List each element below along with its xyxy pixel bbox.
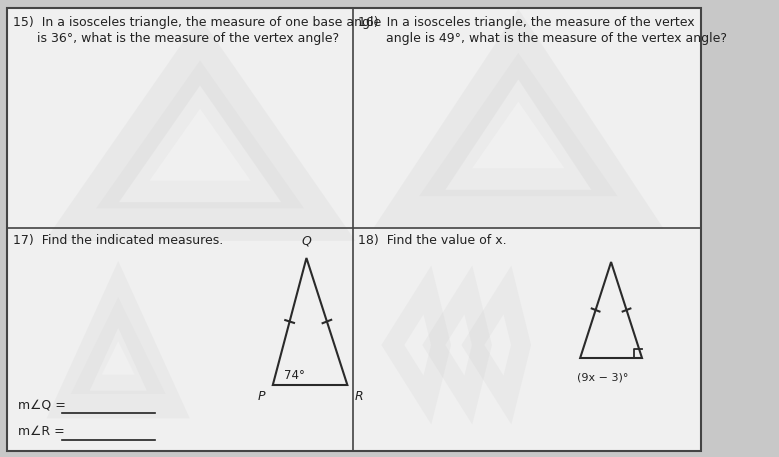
Text: is 36°, what is the measure of the vertex angle?: is 36°, what is the measure of the verte… [12,32,339,45]
Text: 74°: 74° [284,369,305,382]
Text: m∠Q =: m∠Q = [18,398,70,411]
Text: m∠R =: m∠R = [18,425,69,438]
Text: (9x − 3)°: (9x − 3)° [576,372,628,382]
Text: angle is 49°, what is the measure of the vertex angle?: angle is 49°, what is the measure of the… [358,32,728,45]
Text: P: P [258,390,266,403]
Text: 18)  Find the value of x.: 18) Find the value of x. [358,234,507,247]
Text: 16)  In a isosceles triangle, the measure of the vertex: 16) In a isosceles triangle, the measure… [358,16,695,29]
Text: R: R [354,390,363,403]
Text: 17)  Find the indicated measures.: 17) Find the indicated measures. [12,234,223,247]
Text: Q: Q [301,235,312,248]
Text: 15)  In a isosceles triangle, the measure of one base angle: 15) In a isosceles triangle, the measure… [12,16,381,29]
